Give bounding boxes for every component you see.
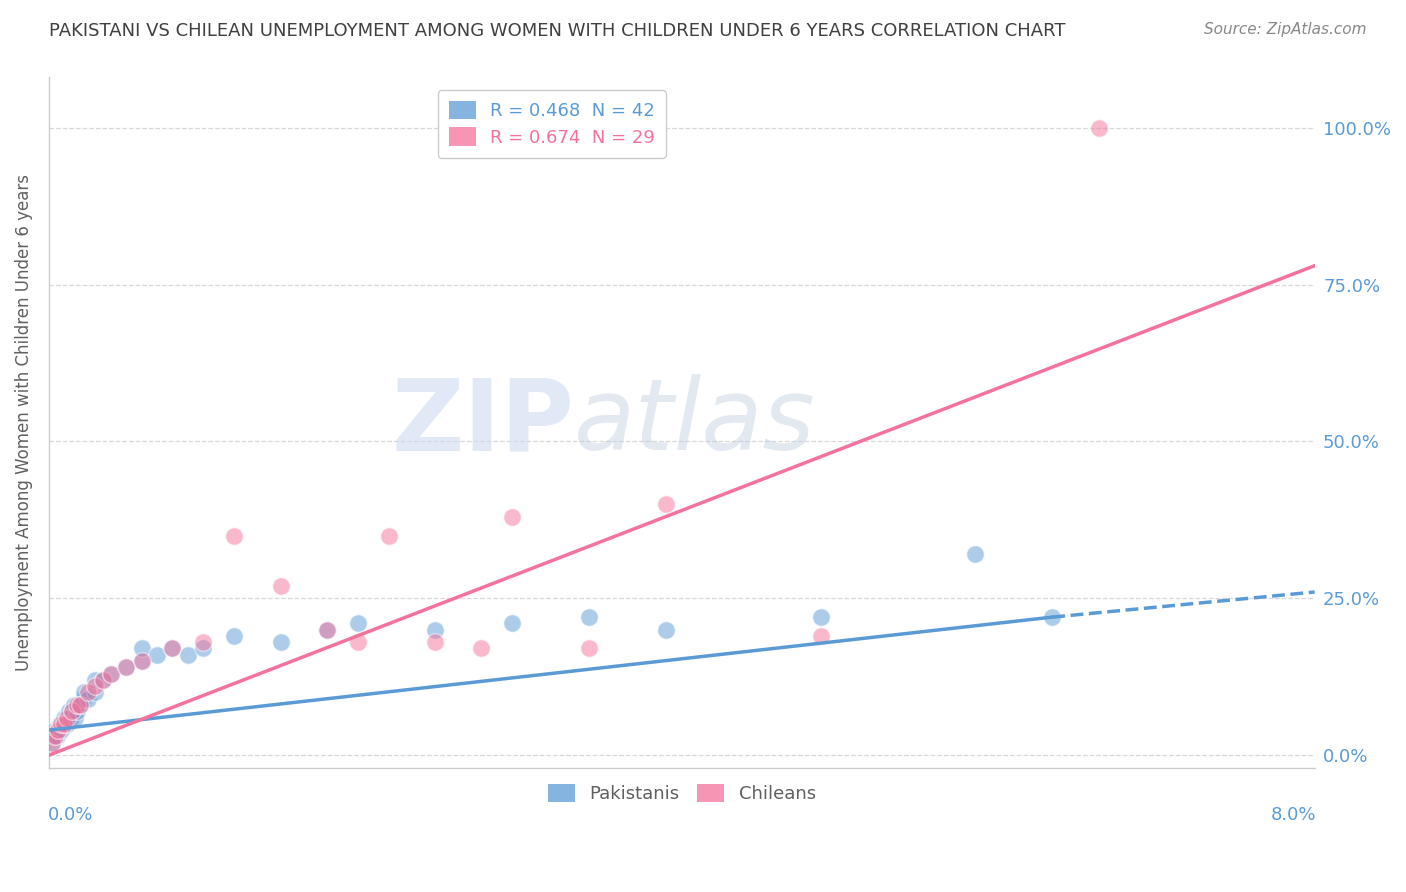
Point <box>52 716 75 731</box>
Point <box>131 654 153 668</box>
Point <box>810 610 832 624</box>
Point <box>315 623 337 637</box>
Point <box>91 673 114 687</box>
Point <box>655 623 678 637</box>
Point <box>501 616 523 631</box>
Point <box>72 691 94 706</box>
Point <box>76 685 98 699</box>
Point <box>578 610 600 624</box>
Legend: Pakistanis, Chileans: Pakistanis, Chileans <box>540 777 824 811</box>
Point <box>315 623 337 637</box>
Point <box>66 698 89 712</box>
Point <box>131 641 153 656</box>
Point <box>51 723 73 737</box>
Point <box>53 716 76 731</box>
Point <box>193 641 215 656</box>
Point <box>63 710 86 724</box>
Point <box>1087 120 1109 135</box>
Point <box>60 704 83 718</box>
Point <box>346 616 368 631</box>
Point <box>53 710 76 724</box>
Point <box>655 497 678 511</box>
Point <box>49 716 72 731</box>
Point <box>177 648 200 662</box>
Y-axis label: Unemployment Among Women with Children Under 6 years: Unemployment Among Women with Children U… <box>15 174 32 671</box>
Point <box>56 716 79 731</box>
Point <box>270 635 292 649</box>
Point <box>41 736 63 750</box>
Text: atlas: atlas <box>574 374 815 471</box>
Point <box>41 736 63 750</box>
Point <box>810 629 832 643</box>
Point <box>193 635 215 649</box>
Point <box>578 641 600 656</box>
Point <box>162 641 184 656</box>
Point <box>44 723 66 737</box>
Text: PAKISTANI VS CHILEAN UNEMPLOYMENT AMONG WOMEN WITH CHILDREN UNDER 6 YEARS CORREL: PAKISTANI VS CHILEAN UNEMPLOYMENT AMONG … <box>49 22 1066 40</box>
Point <box>162 641 184 656</box>
Point <box>224 528 246 542</box>
Point <box>45 729 67 743</box>
Point <box>100 666 122 681</box>
Point <box>59 710 82 724</box>
Point <box>58 704 80 718</box>
Text: ZIP: ZIP <box>391 374 574 471</box>
Text: 8.0%: 8.0% <box>1271 805 1316 823</box>
Point <box>69 698 91 712</box>
Point <box>91 673 114 687</box>
Point <box>42 729 65 743</box>
Point <box>51 716 73 731</box>
Point <box>501 509 523 524</box>
Point <box>44 729 66 743</box>
Point <box>423 623 446 637</box>
Point <box>423 635 446 649</box>
Point <box>131 654 153 668</box>
Point <box>1040 610 1063 624</box>
Point <box>73 685 96 699</box>
Point <box>60 704 83 718</box>
Point <box>84 673 107 687</box>
Text: Source: ZipAtlas.com: Source: ZipAtlas.com <box>1204 22 1367 37</box>
Point <box>224 629 246 643</box>
Point <box>46 723 69 737</box>
Point <box>84 685 107 699</box>
Point <box>69 698 91 712</box>
Point <box>965 547 987 561</box>
Point <box>46 723 69 737</box>
Point <box>62 698 84 712</box>
Text: 0.0%: 0.0% <box>48 805 93 823</box>
Point <box>66 704 89 718</box>
Point <box>76 691 98 706</box>
Point <box>270 579 292 593</box>
Point <box>115 660 138 674</box>
Point <box>115 660 138 674</box>
Point <box>146 648 169 662</box>
Point <box>100 666 122 681</box>
Point <box>56 710 79 724</box>
Point <box>84 679 107 693</box>
Point <box>346 635 368 649</box>
Point <box>377 528 399 542</box>
Point <box>470 641 492 656</box>
